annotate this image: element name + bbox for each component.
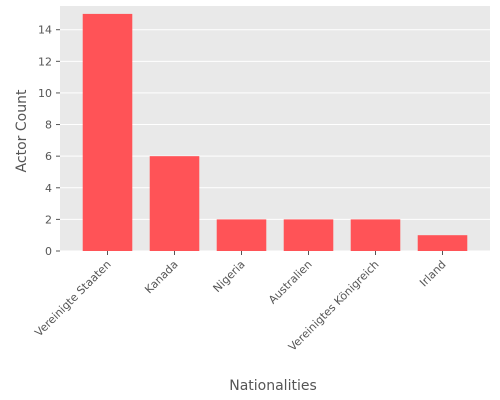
bar-4 bbox=[283, 219, 334, 251]
x-axis-label: Nationalities bbox=[229, 378, 317, 394]
bar-1 bbox=[82, 13, 133, 251]
x-tick-label: Kanada bbox=[142, 258, 180, 296]
y-tick-label: 14 bbox=[38, 24, 52, 37]
y-tick-label: 12 bbox=[38, 55, 52, 68]
x-tick-label: Vereinigte Staaten bbox=[32, 258, 113, 339]
y-axis-label: Actor Count bbox=[14, 89, 30, 172]
y-tick-label: 8 bbox=[45, 119, 52, 132]
bar-5 bbox=[350, 219, 401, 251]
y-tick-label: 0 bbox=[45, 245, 52, 258]
bar-6 bbox=[417, 235, 468, 251]
x-tick-label: Irland bbox=[417, 258, 448, 289]
y-tick-label: 2 bbox=[45, 213, 52, 226]
x-axis-ticks: Vereinigte Staaten Kanada Nigeria Australie… bbox=[32, 251, 449, 354]
bars bbox=[82, 13, 468, 251]
y-axis-ticks: 0 2 4 6 8 10 12 14 bbox=[38, 24, 60, 258]
y-tick-label: 10 bbox=[38, 87, 52, 100]
x-tick-label: Nigeria bbox=[211, 258, 248, 295]
bar-2 bbox=[149, 156, 200, 251]
bar-3 bbox=[216, 219, 267, 251]
y-tick-label: 4 bbox=[45, 182, 52, 195]
x-tick-label: Australien bbox=[266, 258, 315, 307]
y-tick-label: 6 bbox=[45, 150, 52, 163]
